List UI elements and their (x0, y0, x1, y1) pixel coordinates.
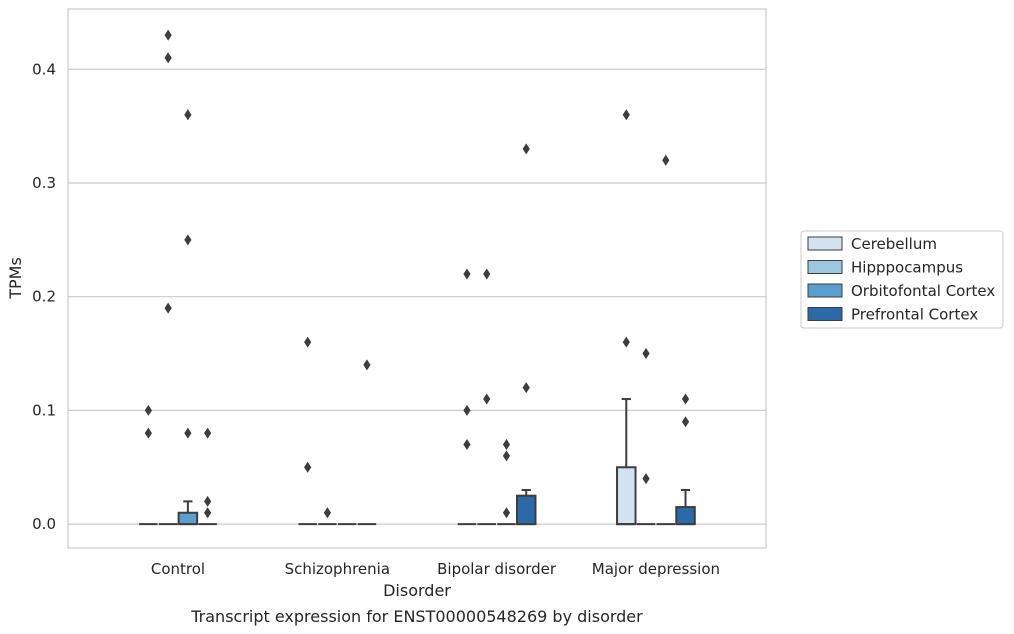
outlier-point (662, 154, 670, 166)
outlier-point (622, 336, 630, 348)
outlier-point (144, 404, 152, 416)
x-tick-labels: Control Schizophrenia Bipolar disorder Majo… (151, 560, 720, 578)
y-tick-label: 0.3 (32, 174, 56, 192)
outlier-point (204, 495, 212, 507)
y-tick-label: 0.4 (32, 60, 56, 78)
legend: Cerebellum Hipppocampus Orbitofontal Corte… (800, 230, 1004, 329)
outlier-point (502, 450, 511, 462)
outliers (144, 29, 690, 519)
grid-lines (68, 68, 766, 525)
legend-swatch (807, 283, 843, 298)
box-group (177, 500, 199, 526)
outlier-point (483, 268, 491, 280)
legend-swatch (807, 260, 843, 274)
outlier-point (204, 507, 212, 519)
outlier-point (463, 404, 471, 416)
y-tick-label: 0.0 (32, 515, 56, 533)
x-tick-label: Major depression (592, 560, 720, 578)
outlier-point (164, 302, 172, 314)
legend-swatch (807, 236, 843, 251)
x-tick-label: Schizophrenia (285, 560, 390, 578)
outlier-point (681, 416, 690, 428)
box-group (515, 489, 537, 526)
y-tick-label: 0.2 (32, 288, 56, 306)
legend-label: Hipppocampus (851, 259, 963, 277)
box-group (675, 489, 696, 526)
outlier-point (363, 359, 371, 371)
outlier-point (642, 473, 650, 485)
outlier-point (463, 439, 471, 451)
box (177, 511, 199, 526)
outlier-point (522, 382, 530, 394)
outlier-point (502, 439, 511, 451)
outlier-point (164, 52, 172, 64)
y-tick-labels: 0.0 0.1 0.2 0.3 0.4 (32, 60, 56, 533)
boxes (139, 398, 696, 526)
outlier-point (642, 348, 650, 360)
outlier-point (502, 507, 511, 519)
outlier-point (184, 427, 192, 439)
outlier-point (304, 336, 312, 348)
outlier-point (323, 507, 332, 519)
outlier-point (304, 461, 312, 473)
legend-frame (800, 230, 1004, 329)
outlier-point (483, 393, 491, 405)
outlier-point (164, 29, 172, 41)
legend-swatch (807, 307, 843, 321)
x-tick-label: Control (151, 560, 205, 578)
outlier-point (144, 427, 152, 439)
outlier-point (681, 393, 690, 405)
plot-area-frame (67, 8, 767, 549)
outlier-point (522, 143, 530, 155)
x-axis-title: Disorder (383, 581, 451, 600)
outlier-point (184, 109, 192, 121)
legend-label: Prefrontal Cortex (851, 306, 978, 324)
x-tick-label: Bipolar disorder (437, 560, 557, 578)
outlier-point (184, 234, 192, 246)
outlier-point (463, 268, 471, 280)
y-tick-label: 0.1 (32, 401, 56, 419)
chart-caption: Transcript expression for ENST0000054826… (190, 607, 643, 626)
box (616, 466, 637, 526)
box (515, 494, 537, 526)
outlier-point (204, 427, 212, 439)
legend-label: Cerebellum (851, 235, 937, 253)
legend-label: Orbitofontal Cortex (851, 282, 995, 300)
box (675, 506, 696, 526)
box-group (616, 398, 637, 526)
y-axis-title: TPMs (6, 257, 25, 300)
outlier-point (622, 109, 630, 121)
